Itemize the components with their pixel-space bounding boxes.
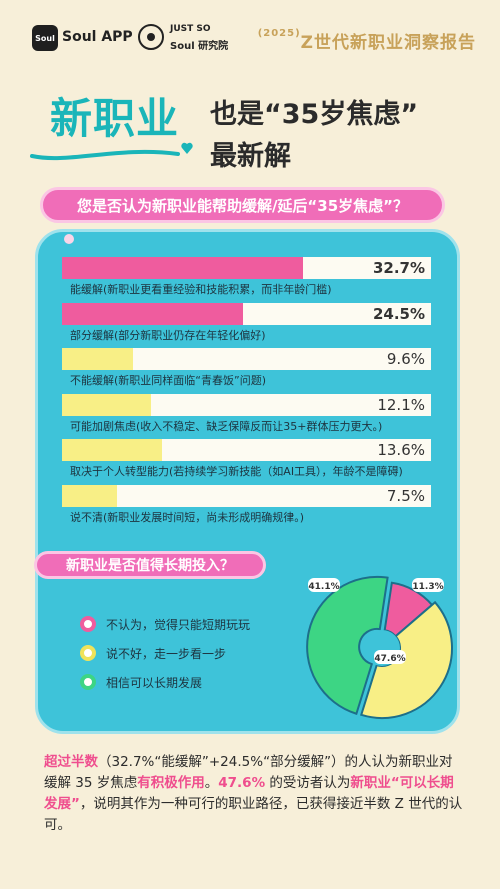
summary-part: ，说明其作为一种可行的职业路径，已获得接近半数 Z 世代的认可。 [44, 796, 463, 833]
question-banner: 您是否认为新职业能帮助缓解/延后“35岁焦虑”？ [40, 187, 445, 223]
summary-highlight: 有积极作用 [137, 775, 205, 791]
bar-category-label: 部分缓解(部分新职业仍存在年轻化偏好) [70, 329, 266, 342]
bar-value-label: 12.1% [377, 396, 425, 414]
bar-category-label: 取决于个人转型能力(若持续学习新技能（如AI工具），年龄不是障碍) [70, 465, 403, 478]
bar-category-label: 能缓解(新职业更看重经验和技能积累，而非年龄门槛) [70, 283, 332, 296]
lab-name-line1: JUST SO [170, 24, 211, 34]
bar-track: 12.1% [62, 394, 431, 416]
pie-value-label: 47.6% [374, 650, 406, 664]
bar-category-label: 说不清(新职业发展时间短，尚未形成明确规律。) [70, 511, 305, 524]
lab-logo-icon [138, 24, 164, 50]
pie-slice [306, 575, 389, 715]
svg-text:11.3%: 11.3% [412, 582, 443, 592]
pie-svg: 11.3% 41.1% 47.6% [306, 575, 453, 719]
report-year: (2025) [257, 28, 301, 39]
bar-category-label: 可能加剧焦虑(收入不稳定、缺乏保障反而让35+群体压力更大。) [70, 420, 383, 433]
bar-value-label: 7.5% [386, 487, 425, 505]
bar [62, 348, 133, 370]
bar-track: 13.6% [62, 439, 431, 461]
report-title-text: Z世代新职业洞察报告 [300, 33, 476, 53]
bar [62, 439, 163, 461]
pie-value-label: 41.1% [308, 578, 340, 592]
headline-line2: 最新解 [210, 141, 291, 172]
summary-part: （32.7%“能缓解”+24.5%“部分缓解”）的人认为新职业对缓解 35 岁焦… [44, 754, 453, 791]
summary-part: 的受访者认为 [265, 775, 351, 791]
bar-value-label: 24.5% [372, 305, 425, 323]
soul-app-icon: Soul [32, 25, 58, 51]
svg-text:41.1%: 41.1% [308, 582, 339, 592]
summary-text: 超过半数（32.7%“能缓解”+24.5%“部分缓解”）的人认为新职业对缓解 3… [44, 752, 464, 836]
bar-track: 24.5% [62, 303, 431, 325]
summary-part: 。 [204, 775, 219, 791]
summary-highlight: 新职业“可以长期发展” [44, 775, 454, 812]
pie-question-banner: 新职业是否值得长期投入？ [34, 551, 266, 579]
legend-label: 说不好，走一步看一步 [106, 647, 227, 661]
headline-underline-icon [30, 142, 193, 161]
pie-chart: 11.3% 41.1% 47.6% [300, 560, 470, 730]
bar-track: 9.6% [62, 348, 431, 370]
bar-value-label: 9.6% [386, 350, 425, 368]
header: Soul Soul APP JUST SO Soul 研究院 (2025)Z世代… [20, 22, 480, 56]
bar-track: 7.5% [62, 485, 431, 507]
bar [62, 485, 118, 507]
bar-category-label: 不能缓解(新职业同样面临“青春饭”问题) [70, 374, 266, 387]
summary-highlight: 47.6% [218, 775, 266, 791]
bar [62, 257, 304, 279]
report-title: (2025)Z世代新职业洞察报告 [258, 28, 476, 53]
bar-track: 32.7% [62, 257, 431, 279]
summary-highlight: 超过半数 [44, 754, 98, 770]
legend-label: 不认为，觉得只能短期玩玩 [106, 618, 251, 632]
pie-value-label: 11.3% [412, 578, 444, 592]
yellow-dot-icon [80, 645, 96, 661]
bar [62, 394, 152, 416]
app-name: Soul APP [62, 29, 133, 45]
svg-text:47.6%: 47.6% [374, 654, 405, 664]
bar-value-label: 32.7% [372, 259, 425, 277]
legend-label: 相信可以长期发展 [106, 676, 203, 690]
panel-decoration [64, 234, 74, 244]
green-dot-icon [80, 674, 96, 690]
bar-value-label: 13.6% [377, 441, 425, 459]
headline-keyword: 新职业 [50, 94, 180, 143]
lab-name-line2: Soul 研究院 [170, 41, 229, 52]
headline-line1: 也是“35岁焦虑” [210, 99, 419, 130]
bar [62, 303, 243, 325]
pink-dot-icon [80, 616, 96, 632]
